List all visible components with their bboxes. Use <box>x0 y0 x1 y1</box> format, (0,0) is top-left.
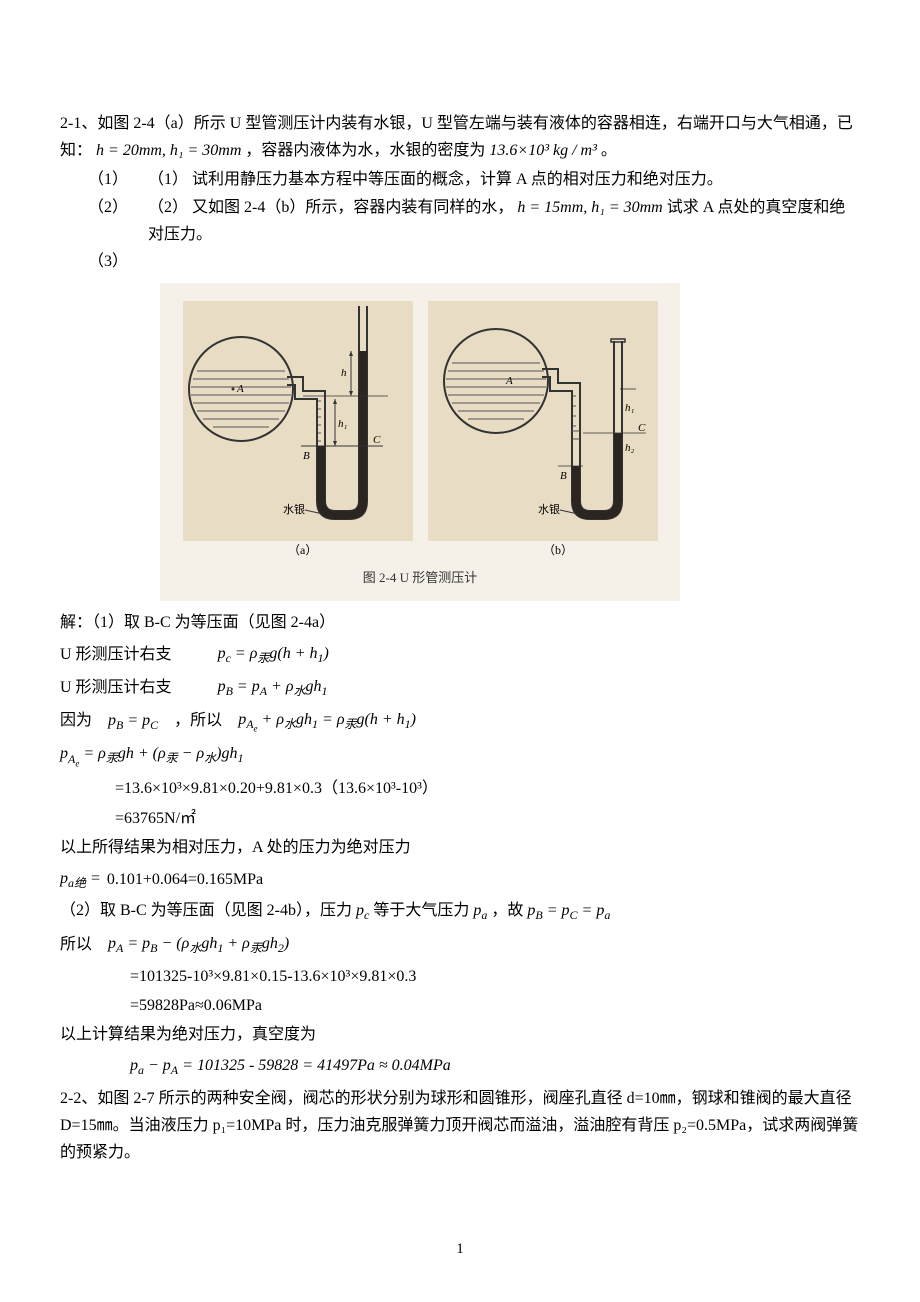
sol-line-3: U 形测压计右支 pB = pA + ρ水gh1 <box>60 673 860 702</box>
equation: pa − pA = 101325 - 59828 = 41497Pa ≈ 0.0… <box>130 1052 451 1081</box>
sol-line-12: =101325-10³×9.81×0.15-13.6×10³×9.81×0.3 <box>60 963 860 990</box>
sol-line-4: 因为 pB = pC ，所以 pAe + ρ水gh1 = ρ汞g(h + h1) <box>60 706 860 737</box>
svg-text:水银: 水银 <box>283 502 305 516</box>
sol-line-7: =63765N/㎡ <box>60 805 860 832</box>
text: 因为 <box>60 707 92 734</box>
svg-text:B: B <box>560 470 567 482</box>
svg-text:h₂: h₂ <box>625 442 635 454</box>
equation: pc <box>356 902 369 919</box>
marker: （1） <box>88 166 148 193</box>
svg-text:C: C <box>373 434 381 446</box>
text: 又如图 2-4（b）所示，容器内装有同样的水， <box>192 199 513 216</box>
label: U 形测压计右支 <box>60 641 172 668</box>
svg-text:水银: 水银 <box>538 502 560 516</box>
svg-text:A: A <box>236 383 244 395</box>
question-1: （1） （1） 试利用静压力基本方程中等压面的概念，计算 A 点的相对压力和绝对… <box>88 166 860 193</box>
value: 0.101+0.064=0.165MPa <box>107 866 263 893</box>
diagrams-row: A <box>175 301 665 561</box>
text: ，容器内液体为水，水银的密度为 <box>245 142 485 159</box>
sol-line-1: 解：（1）取 B-C 为等压面（见图 2-4a） <box>60 609 860 636</box>
sol-line-2: U 形测压计右支 pc = ρ汞g(h + h1) <box>60 640 860 669</box>
sol-line-9: pa绝 = 0.101+0.064=0.165MPa <box>60 865 860 894</box>
problem-22: 2-2、如图 2-7 所示的两种安全阀，阀芯的形状分别为球形和圆锥形，阀座孔直径… <box>60 1085 860 1167</box>
svg-text:h₁: h₁ <box>625 402 635 414</box>
svg-text:h: h <box>341 367 347 379</box>
equation: pAe = ρ汞gh + (ρ汞 − ρ水)gh1 <box>60 740 244 771</box>
sol-line-10: （2）取 B-C 为等压面（见图 2-4b），压力 pc 等于大气压力 pa ，… <box>60 897 860 926</box>
text: 。 <box>601 142 617 159</box>
svg-text:C: C <box>638 422 646 434</box>
equation: pc = ρ汞g(h + h1) <box>218 640 329 669</box>
text: ，故 <box>491 902 523 919</box>
svg-text:A: A <box>505 375 513 387</box>
problem-21-intro: 2-1、如图 2-4（a）所示 U 型管测压计内装有水银，U 型管左端与装有液体… <box>60 110 860 164</box>
question-2: （2） （2） 又如图 2-4（b）所示，容器内装有同样的水， h = 15mm… <box>88 194 860 248</box>
solution-21: 解：（1）取 B-C 为等压面（见图 2-4a） U 形测压计右支 pc = ρ… <box>60 609 860 1081</box>
svg-text:（a）: （a） <box>288 543 317 557</box>
label: U 形测压计右支 <box>60 674 172 701</box>
sol-line-11: 所以 pA = pB − (ρ水gh1 + ρ汞gh2) <box>60 930 860 959</box>
marker: （2） <box>88 194 148 248</box>
content: （1） 试利用静压力基本方程中等压面的概念，计算 A 点的相对压力和绝对压力。 <box>148 166 860 193</box>
sol-line-5: pAe = ρ汞gh + (ρ汞 − ρ水)gh1 <box>60 740 860 771</box>
marker2: （2） <box>148 199 188 216</box>
text: ，所以 <box>174 707 222 734</box>
text: 试利用静压力基本方程中等压面的概念，计算 A 点的相对压力和绝对压力。 <box>192 171 723 188</box>
svg-text:B: B <box>303 450 310 462</box>
sol-line-15: pa − pA = 101325 - 59828 = 41497Pa ≈ 0.0… <box>60 1052 860 1081</box>
sol-line-8: 以上所得结果为相对压力，A 处的压力为绝对压力 <box>60 834 860 861</box>
formula: 13.6×10³ kg / m³ <box>489 142 597 159</box>
sol-line-14: 以上计算结果为绝对压力，真空度为 <box>60 1021 860 1048</box>
formula: h = 15mm, h₁ = 30mm <box>517 199 662 216</box>
figure-caption: 图 2-4 U 形管测压计 <box>175 567 665 589</box>
sol-line-6: =13.6×10³×9.81×0.20+9.81×0.3（13.6×10³-10… <box>60 775 860 802</box>
formula: h = 20mm, h₁ = 30mm <box>96 142 241 159</box>
content: （2） 又如图 2-4（b）所示，容器内装有同样的水， h = 15mm, h₁… <box>148 194 860 248</box>
question-3: （3） <box>88 248 860 275</box>
text: （2）取 B-C 为等压面（见图 2-4b），压力 <box>60 902 352 919</box>
marker2: （1） <box>148 171 188 188</box>
svg-text:h₁: h₁ <box>338 418 348 430</box>
page-number: 1 <box>0 1237 920 1263</box>
svg-text:（b）: （b） <box>543 543 573 557</box>
marker: （3） <box>88 248 148 275</box>
diagram-b: A <box>428 301 658 561</box>
sol-line-13: =59828Pa≈0.06MPa <box>60 992 860 1019</box>
equation: pB = pC <box>108 707 158 736</box>
equation: pa <box>473 902 487 919</box>
question-list: （1） （1） 试利用静压力基本方程中等压面的概念，计算 A 点的相对压力和绝对… <box>60 166 860 275</box>
equation: pAe + ρ水gh1 = ρ汞g(h + h1) <box>238 706 416 737</box>
text: 所以 <box>60 931 92 958</box>
text: 等于大气压力 <box>373 902 469 919</box>
equation: pa绝 = <box>60 865 101 894</box>
equation: pB = pA + ρ水gh1 <box>218 673 328 702</box>
equation: pB = pC = pa <box>527 902 610 919</box>
diagram-a: A <box>183 301 413 561</box>
figure-2-4: A <box>160 283 680 601</box>
equation: pA = pB − (ρ水gh1 + ρ汞gh2) <box>108 930 289 959</box>
